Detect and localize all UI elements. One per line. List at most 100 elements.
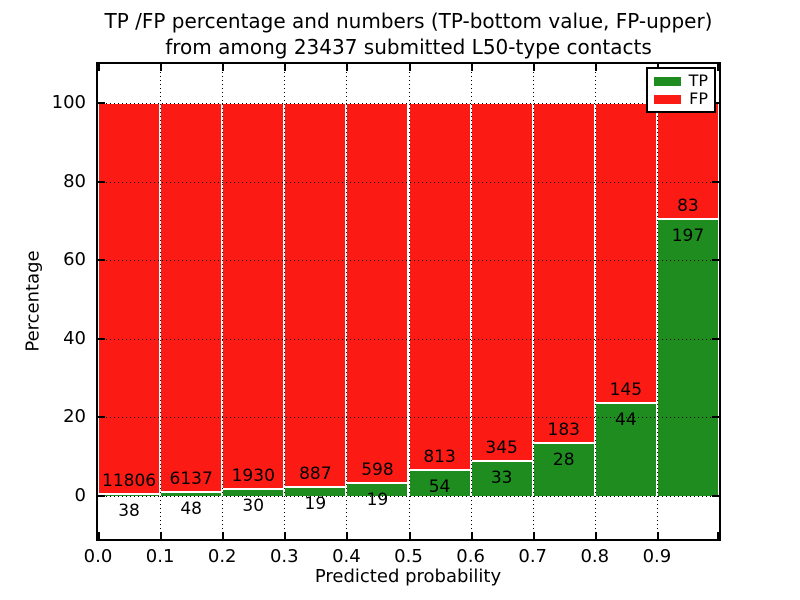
legend-entry-fp: FP — [654, 91, 708, 107]
gridline-vertical — [160, 64, 162, 539]
y-tick-mark — [98, 102, 105, 105]
count-label-tp: 48 — [180, 498, 202, 519]
y-tick-mark — [98, 259, 105, 262]
bar-segment-fp — [160, 103, 223, 493]
y-tick-mark — [712, 337, 719, 340]
x-tick-mark — [222, 64, 225, 71]
x-tick-mark — [532, 64, 535, 71]
count-label-tp: 38 — [118, 500, 140, 521]
count-label-tp: 28 — [552, 449, 575, 470]
count-label-fp: 1930 — [231, 465, 275, 486]
gridline-vertical — [222, 64, 224, 539]
y-tick-mark — [712, 259, 719, 262]
bar-segment-tp — [532, 443, 595, 496]
x-tick-mark — [284, 64, 287, 71]
y-axis-title: Percentage — [22, 250, 44, 352]
x-tick-mark — [717, 64, 719, 71]
chart-title-line1: TP /FP percentage and numbers (TP-bottom… — [104, 9, 713, 33]
bar-segment-fp — [408, 103, 471, 472]
x-tick-label: 0.0 — [83, 546, 113, 567]
y-tick-mark — [712, 180, 719, 183]
bar-segment-fp — [98, 103, 161, 495]
legend-entry-tp: TP — [654, 73, 708, 89]
bar-segment-fp — [532, 103, 595, 444]
x-tick-label: 0.7 — [518, 546, 548, 567]
count-label-fp: 345 — [485, 437, 518, 458]
y-tick-mark — [98, 337, 105, 340]
x-tick-mark — [408, 532, 411, 539]
legend-swatch-fp — [654, 94, 681, 104]
bar-segment-fp — [470, 103, 533, 462]
y-tick-mark — [98, 494, 105, 497]
y-tick-label: 20 — [63, 406, 86, 428]
y-tick-mark — [712, 494, 719, 497]
count-label-fp: 6137 — [169, 468, 213, 489]
x-tick-label: 0.3 — [269, 546, 299, 567]
x-tick-label: 0.6 — [456, 546, 485, 567]
x-axis-title: Predicted probability — [314, 566, 502, 587]
count-label-tp: 19 — [366, 489, 389, 510]
x-tick-label: 0.4 — [332, 546, 361, 567]
count-label-tp: 44 — [615, 410, 637, 431]
gridline-vertical — [470, 64, 472, 539]
bar-segment-fp — [594, 103, 657, 405]
count-label-fp: 11806 — [102, 470, 157, 491]
x-tick-mark — [656, 532, 659, 539]
x-tick-label: 0.9 — [642, 546, 672, 567]
count-label-tp: 54 — [428, 477, 451, 498]
y-tick-mark — [98, 416, 105, 419]
bar-segment-fp — [656, 103, 719, 220]
x-tick-label: 0.5 — [394, 546, 423, 567]
chart-title: TP /FP percentage and numbers (TP-bottom… — [96, 8, 721, 60]
y-tick-mark — [712, 416, 719, 419]
legend-swatch-tp — [654, 76, 681, 86]
count-label-fp: 887 — [299, 463, 332, 484]
legend-label-fp: FP — [689, 89, 708, 108]
x-tick-mark — [717, 532, 719, 539]
bar-segment-fp — [284, 103, 347, 488]
count-label-fp: 83 — [677, 195, 699, 216]
x-tick-mark — [98, 64, 100, 71]
x-tick-mark — [284, 532, 287, 539]
y-tick-label: 100 — [51, 92, 86, 114]
count-label-tp: 19 — [304, 493, 327, 514]
gridline-vertical — [594, 64, 596, 539]
count-label-fp: 598 — [361, 459, 394, 480]
count-label-fp: 145 — [609, 380, 643, 401]
count-label-tp: 197 — [671, 225, 705, 246]
x-tick-mark — [160, 64, 163, 71]
gridline-vertical — [346, 64, 348, 539]
legend: TP FP — [646, 67, 716, 113]
y-tick-label: 40 — [63, 327, 86, 349]
x-tick-mark — [532, 532, 535, 539]
bar-segment-fp — [222, 103, 285, 490]
y-tick-label: 80 — [63, 170, 86, 192]
x-tick-mark — [346, 64, 349, 71]
x-tick-label: 0.2 — [207, 546, 237, 567]
x-tick-label: 0.1 — [145, 546, 175, 567]
x-tick-mark — [470, 64, 473, 71]
x-tick-mark — [98, 532, 100, 539]
bar-segment-fp — [346, 103, 409, 484]
x-tick-mark — [594, 532, 597, 539]
legend-label-tp: TP — [688, 71, 708, 90]
gridline-vertical — [284, 64, 286, 539]
gridline-vertical — [532, 64, 534, 539]
plot-canvas: 11806 38 6137 48 1930 30 887 19 598 19 813 54 345 33 1… — [98, 64, 719, 539]
x-tick-mark — [160, 532, 163, 539]
x-tick-mark — [222, 532, 225, 539]
count-label-tp: 30 — [242, 495, 265, 516]
x-tick-mark — [346, 532, 349, 539]
count-label-fp: 813 — [423, 447, 456, 468]
x-tick-mark — [408, 64, 411, 71]
gridline-vertical — [656, 64, 658, 539]
y-tick-mark — [98, 180, 105, 183]
gridline-vertical — [408, 64, 410, 539]
count-label-fp: 183 — [547, 419, 580, 440]
count-label-tp: 33 — [490, 467, 513, 488]
y-tick-label: 60 — [63, 249, 86, 271]
plot-area: 11806 38 6137 48 1930 30 887 19 598 19 813 54 345 33 1… — [96, 62, 721, 541]
x-tick-mark — [594, 64, 597, 71]
bar-segment-tp — [594, 404, 657, 496]
